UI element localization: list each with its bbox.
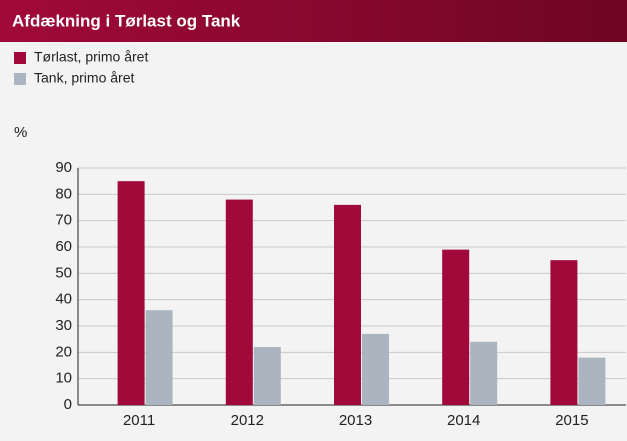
legend-swatch bbox=[14, 73, 26, 85]
bar bbox=[117, 181, 145, 405]
y-tick-label: 70 bbox=[55, 212, 72, 229]
bar bbox=[145, 310, 173, 405]
x-tick-label: 2015 bbox=[555, 412, 588, 429]
header-bar bbox=[0, 0, 627, 42]
legend-swatch bbox=[14, 52, 26, 64]
y-tick-label: 30 bbox=[55, 317, 72, 334]
bar bbox=[225, 199, 253, 405]
y-tick-label: 40 bbox=[55, 291, 72, 308]
bar bbox=[578, 357, 606, 405]
x-tick-label: 2011 bbox=[123, 412, 155, 429]
y-tick-label: 80 bbox=[55, 185, 72, 202]
x-tick-label: 2014 bbox=[447, 412, 480, 429]
x-tick-label: 2013 bbox=[339, 412, 372, 429]
chart-title: Afdækning i Tørlast og Tank bbox=[12, 11, 241, 30]
y-tick-label: 50 bbox=[55, 264, 72, 281]
bar bbox=[253, 347, 281, 405]
y-tick-label: 60 bbox=[55, 238, 72, 255]
y-tick-label: 10 bbox=[55, 370, 72, 387]
y-tick-label: 90 bbox=[55, 159, 72, 176]
y-tick-label: 20 bbox=[55, 343, 72, 360]
legend-label: Tank, primo året bbox=[34, 70, 134, 86]
y-tick-label: 0 bbox=[64, 396, 72, 413]
y-axis-label: % bbox=[14, 124, 27, 141]
x-tick-label: 2012 bbox=[231, 412, 264, 429]
legend-label: Tørlast, primo året bbox=[34, 49, 148, 65]
bar bbox=[550, 260, 578, 405]
bar bbox=[362, 333, 389, 405]
bar bbox=[442, 249, 470, 405]
bar bbox=[334, 204, 361, 405]
bar bbox=[470, 341, 498, 405]
